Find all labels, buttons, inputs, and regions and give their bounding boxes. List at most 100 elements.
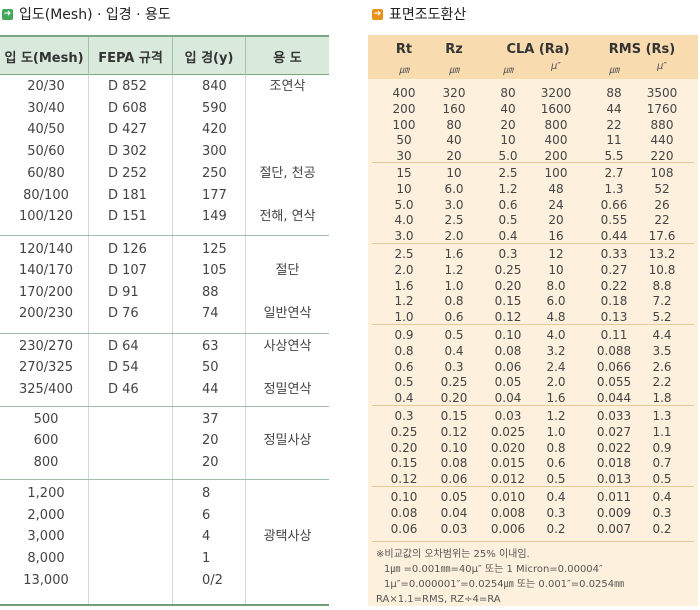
mesh-cell: 30/40 (27, 100, 65, 116)
roughness-cell: 3200 (540, 86, 572, 100)
roughness-cell: 0.11 (600, 328, 628, 342)
roughness-cell: 0.012 (490, 472, 526, 487)
roughness-cell: 10.8 (648, 262, 676, 277)
roughness-cell: 880 (650, 117, 674, 132)
roughness-cell: 1.0 (444, 278, 464, 293)
roughness-cell: 0.15 (390, 456, 418, 471)
roughness-cell: 0.7 (652, 456, 672, 471)
diameter-cell: 20 (202, 433, 219, 449)
roughness-cell: 0.4 (546, 490, 566, 504)
roughness-cell: 1.2 (546, 409, 566, 423)
roughness-cell: 0.9 (394, 328, 414, 342)
roughness-cell: 0.08 (494, 343, 522, 358)
roughness-cell: 200 (392, 101, 416, 116)
grit-table-header: 입 도(Mesh) FEPA 규격 입 경(y) 용 도 (0, 35, 329, 75)
roughness-cell: 22 (654, 213, 670, 228)
roughness-cell: 0.05 (494, 375, 522, 390)
roughness-cell: 1.8 (652, 391, 672, 406)
roughness-cell: 160 (442, 101, 466, 116)
roughness-cell: 0.12 (494, 310, 522, 325)
grit-size-title: ➜ 입도(Mesh) · 입경 · 용도 (2, 4, 171, 24)
roughness-cell: 0.6 (498, 197, 518, 212)
roughness-cell: 6.0 (444, 181, 464, 196)
grit-size-title-text: 입도(Mesh) · 입경 · 용도 (19, 7, 171, 23)
roughness-cell: 400 (544, 133, 568, 148)
mesh-cell: 13,000 (23, 572, 69, 588)
roughness-cell: 0.8 (546, 440, 566, 455)
roughness-cell: 0.2 (546, 521, 566, 536)
mesh-cell: 50/60 (27, 144, 65, 160)
roughness-cell: 0.027 (596, 424, 632, 439)
roughness-cell: 0.18 (600, 294, 628, 309)
roughness-cell: 5.5 (604, 149, 624, 164)
roughness-cell: 0.20 (494, 278, 522, 293)
roughness-cell: 2.4 (546, 359, 566, 374)
diameter-cell: 1 (202, 551, 211, 567)
roughness-cell: 0.4 (498, 229, 518, 244)
roughness-cell: 0.04 (494, 391, 522, 406)
diameter-cell: 149 (202, 209, 227, 225)
roughness-cell: 0.066 (596, 359, 632, 374)
roughness-cell: 20 (446, 149, 462, 164)
roughness-cell: 20 (548, 213, 564, 228)
roughness-cell: 0.13 (600, 310, 628, 325)
usage-cell: 절단, 천공 (259, 165, 316, 181)
roughness-cell: 0.4 (394, 391, 414, 406)
diameter-cell: 20 (202, 454, 219, 470)
roughness-cell: 0.9 (652, 440, 672, 455)
roughness-cell: 0.15 (494, 294, 522, 309)
roughness-cell: 1.0 (394, 310, 414, 325)
roughness-cell: 2.7 (604, 166, 624, 180)
roughness-cell: 1.2 (444, 262, 464, 277)
roughness-cell: 0.033 (596, 409, 632, 423)
diameter-cell: 420 (202, 122, 227, 138)
diameter-cell: 0/2 (202, 572, 223, 588)
roughness-cell: 3.5 (652, 343, 672, 358)
mesh-cell: 230/270 (18, 339, 73, 354)
fepa-cell: D 54 (108, 360, 139, 376)
roughness-cell: 0.4 (444, 343, 464, 358)
grit-size-table: 입 도(Mesh) FEPA 규격 입 경(y) 용 도 20/30 D 852 8… (0, 35, 329, 606)
roughness-cell: 0.05 (440, 490, 468, 504)
fepa-cell: D 126 (108, 242, 147, 257)
mesh-cell: 100/120 (18, 209, 73, 225)
fepa-cell: D 91 (108, 284, 139, 300)
mesh-cell: 200/230 (18, 305, 73, 321)
group-divider (372, 486, 694, 487)
roughness-cell: 80 (446, 117, 462, 132)
fepa-cell: D 151 (108, 209, 147, 225)
diameter-cell: 4 (202, 529, 211, 545)
diameter-cell: 8 (202, 486, 211, 501)
header-rms-unit-um: ㎛ (609, 65, 619, 76)
roughness-cell: 0.007 (596, 521, 632, 536)
roughness-cell: 52 (654, 181, 670, 196)
roughness-cell: 0.27 (600, 262, 628, 277)
roughness-cell: 8.8 (652, 278, 672, 293)
header-usage: 용 도 (273, 50, 302, 66)
roughness-cell: 0.013 (596, 472, 632, 487)
usage-cell: 사상연삭 (263, 339, 312, 354)
roughness-cell: 800 (544, 117, 568, 132)
roughness-cell: 1.2 (394, 294, 414, 309)
roughness-cell: 400 (392, 86, 416, 100)
group-divider (372, 243, 694, 244)
group-divider (0, 479, 329, 480)
roughness-cell: 4.4 (652, 328, 672, 342)
roughness-cell: 1600 (540, 101, 572, 116)
mesh-cell: 170/200 (18, 284, 73, 300)
roughness-cell: 220 (650, 149, 674, 164)
roughness-title-text: 표면조도환산 (389, 7, 467, 23)
usage-cell: 절단 (275, 263, 300, 279)
roughness-table-header: Rt ㎛ Rz ㎛ CLA (Ra) ㎛ μ″ RMS (Rs) ㎛ μ″ (368, 35, 698, 79)
diameter-cell: 44 (202, 381, 219, 397)
roughness-cell: 0.5 (394, 375, 414, 390)
roughness-cell: 0.08 (440, 456, 468, 471)
roughness-cell: 0.015 (490, 456, 526, 471)
header-rz: Rz (445, 42, 463, 57)
roughness-cell: 0.006 (490, 521, 526, 536)
header-rz-unit: ㎛ (449, 65, 459, 76)
roughness-cell: 320 (442, 86, 466, 100)
roughness-cell: 4.0 (394, 213, 414, 228)
arrow-right-icon: ➜ (2, 8, 13, 20)
mesh-cell: 2,000 (27, 507, 65, 523)
